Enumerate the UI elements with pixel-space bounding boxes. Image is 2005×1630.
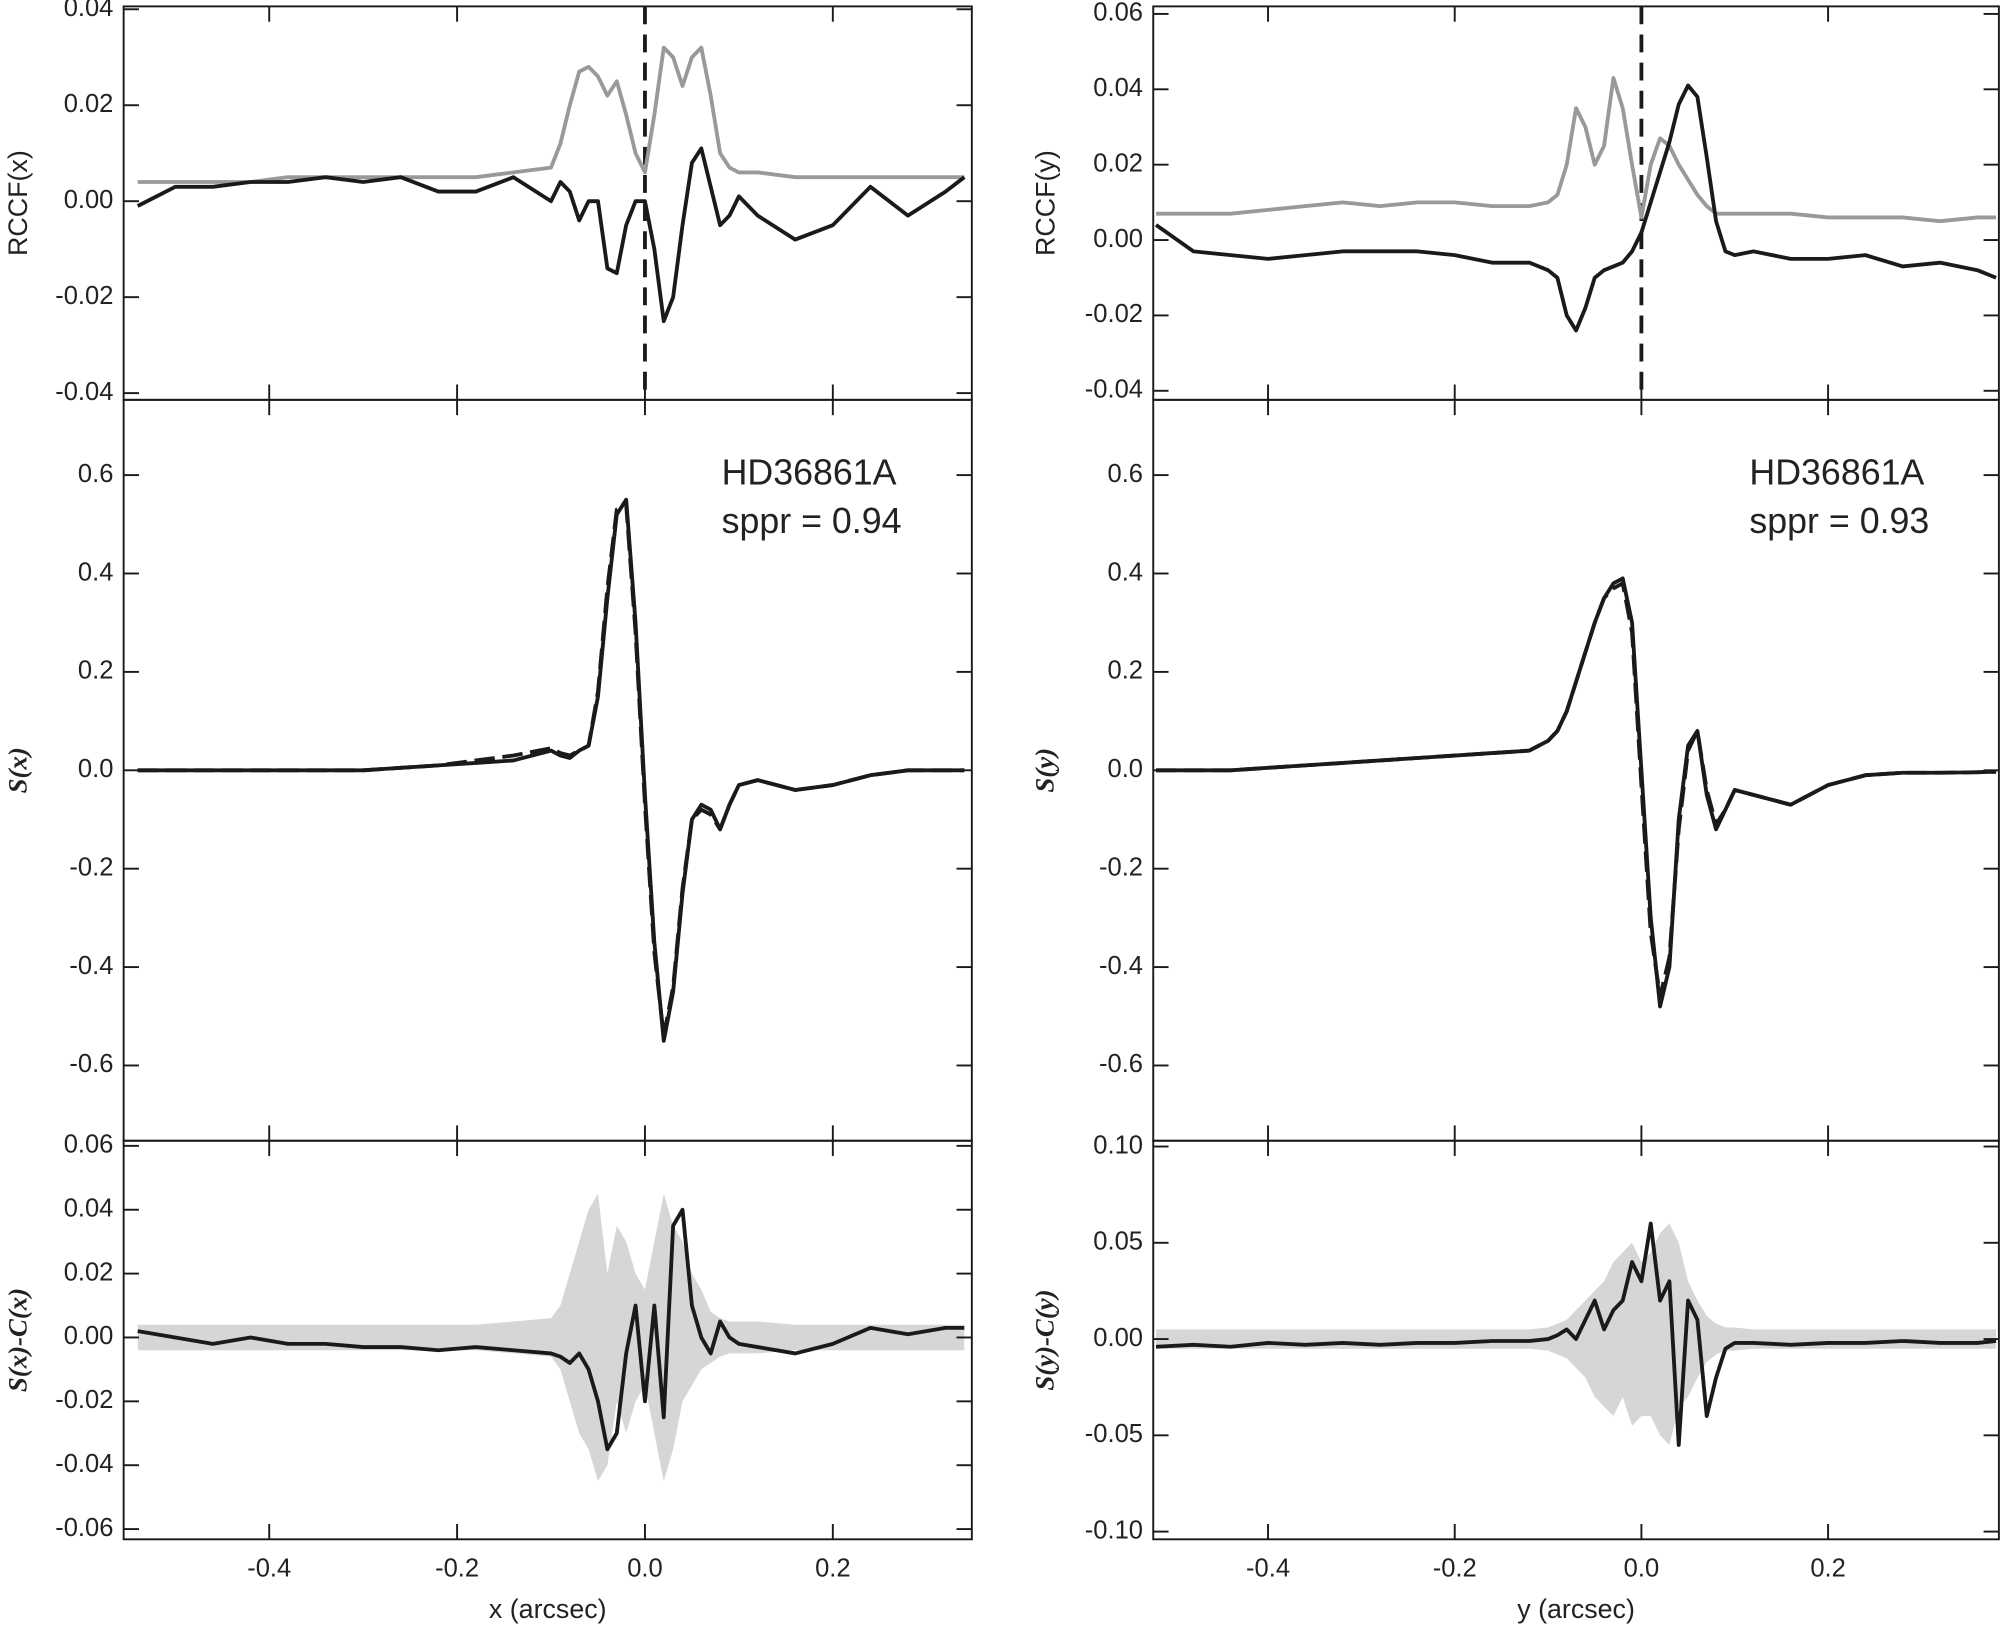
x-tick-label: 0.0 (1624, 1555, 1660, 1583)
y-tick-label: -0.06 (55, 1514, 113, 1542)
y-tick-label: -0.6 (69, 1050, 113, 1078)
plot-area (137, 497, 965, 1043)
x-tick-label: 0.2 (815, 1555, 850, 1583)
annotation: sppr = 0.93 (1749, 501, 1929, 541)
y-tick-label: 0.00 (1093, 225, 1143, 253)
y-tick-label: -0.2 (1099, 853, 1143, 881)
y-tick-label: 0.02 (64, 1258, 114, 1286)
x-tick-label: 0.0 (627, 1555, 663, 1583)
x-axis-label: y (arcsec) (1517, 1594, 1635, 1624)
x-tick-label: -0.2 (1433, 1555, 1477, 1583)
data-line (137, 45, 965, 184)
y-tick-label: -0.4 (69, 952, 113, 980)
plot-frame (122, 1139, 973, 1541)
plot-area (137, 1193, 965, 1482)
y-axis-label: S(y) (1029, 748, 1059, 793)
y-tick-label: 0.4 (1108, 558, 1144, 586)
x-tick-label: -0.2 (435, 1555, 479, 1583)
annotation: HD36861A (722, 453, 897, 493)
data-line (1154, 83, 1997, 333)
y-tick-label: -0.04 (55, 378, 113, 406)
data-line (1155, 1221, 1997, 1447)
y-tick-label: 0.2 (78, 657, 113, 685)
x-axis-label: x (arcsec) (489, 1594, 607, 1624)
plot-frame (1152, 1139, 2000, 1541)
y-tick-label: -0.10 (1085, 1516, 1143, 1544)
data-line (1156, 76, 1997, 224)
y-tick-label: 0.04 (64, 0, 114, 22)
y-tick-label: -0.05 (1085, 1420, 1143, 1448)
error-band (1156, 1223, 1997, 1445)
y-tick-label: -0.6 (1099, 1050, 1143, 1078)
y-tick-label: 0.6 (78, 460, 113, 488)
y-tick-label: -0.02 (55, 1386, 113, 1414)
plot-area (1156, 576, 1997, 1009)
y-axis-label: S(x) (2, 747, 32, 793)
y-tick-label: 0.2 (1108, 657, 1144, 685)
y-axis-label: S(x)-C(x) (2, 1288, 32, 1392)
data-line (1156, 581, 1997, 999)
data-line (137, 1207, 965, 1452)
y-tick-label: 0.6 (1108, 460, 1144, 488)
y-tick-label: 0.10 (1093, 1131, 1143, 1159)
x-tick-label: 0.2 (1810, 1555, 1846, 1583)
plot-area (136, 6, 966, 400)
y-tick-label: 0.04 (64, 1194, 114, 1222)
plot-area (1155, 1221, 1997, 1447)
y-tick-label: 0.05 (1093, 1228, 1143, 1256)
plot-frame (122, 5, 973, 401)
y-tick-label: 0.02 (64, 90, 114, 118)
y-tick-label: 0.02 (1093, 149, 1143, 177)
y-tick-label: -0.4 (1099, 952, 1143, 980)
y-tick-label: 0.0 (1108, 755, 1144, 783)
y-tick-label: 0.06 (64, 1131, 114, 1159)
y-tick-label: 0.00 (64, 186, 114, 214)
x-tick-label: -0.4 (247, 1555, 291, 1583)
y-tick-label: -0.02 (1085, 300, 1143, 328)
y-tick-label: 0.06 (1093, 0, 1143, 27)
data-line (1156, 576, 1997, 1009)
y-tick-label: 0.00 (64, 1322, 114, 1350)
y-axis-label: RCCF(x) (3, 150, 33, 256)
x-tick-label: -0.4 (1246, 1555, 1290, 1583)
error-band (137, 1193, 965, 1482)
annotation: HD36861A (1749, 453, 1924, 493)
y-tick-label: 0.00 (1093, 1324, 1143, 1352)
data-line (137, 497, 965, 1043)
y-tick-label: 0.4 (78, 558, 113, 586)
data-line (136, 146, 966, 324)
annotation: sppr = 0.94 (722, 501, 902, 541)
y-tick-label: -0.02 (55, 282, 113, 310)
y-axis-label: RCCF(y) (1030, 150, 1060, 256)
y-tick-label: 0.0 (78, 755, 113, 783)
y-tick-label: -0.04 (1085, 376, 1143, 404)
y-axis-label: S(y)-C(y) (1029, 1289, 1059, 1390)
y-tick-label: 0.04 (1093, 74, 1143, 102)
plot-area (1154, 6, 1997, 400)
y-tick-label: -0.04 (55, 1450, 113, 1478)
plot-frame (1152, 5, 2000, 401)
y-tick-label: -0.2 (69, 853, 113, 881)
